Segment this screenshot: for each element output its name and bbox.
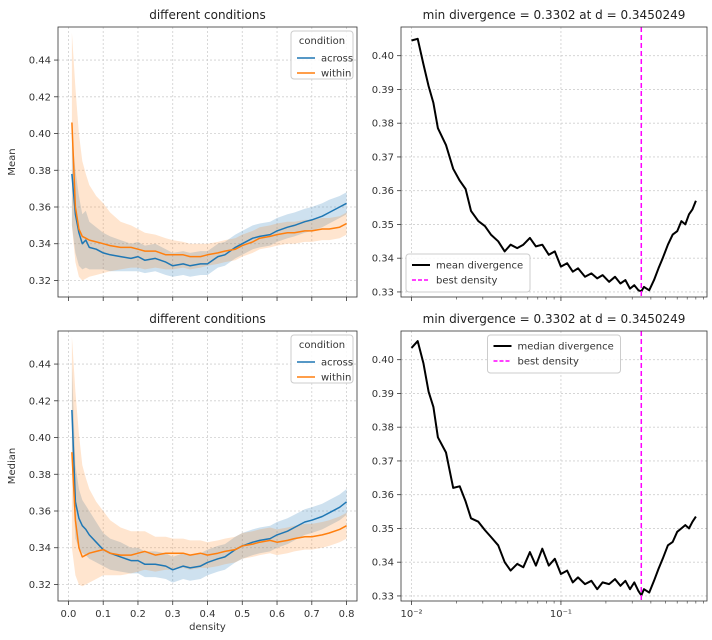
legend-label: across — [321, 54, 353, 65]
legend: condition across within — [290, 334, 354, 384]
y-tick-label: 0.34 — [29, 239, 51, 250]
legend-label: median divergence — [518, 342, 614, 353]
y-tick-label: 0.40 — [29, 433, 51, 444]
legend-label: within — [321, 373, 351, 384]
y-axis-label: Mean — [7, 148, 18, 175]
x-tick-label: 0.4 — [200, 609, 216, 620]
legend-box — [405, 253, 531, 293]
x-tick-label: 0.7 — [304, 609, 320, 620]
series-line-within — [71, 452, 347, 558]
confidence-band-within — [71, 336, 347, 587]
legend: median divergence best density — [487, 334, 621, 374]
y-tick-label: 0.40 — [372, 51, 394, 62]
y-tick-label: 0.34 — [29, 543, 51, 554]
y-tick-label: 0.37 — [372, 456, 394, 467]
x-tick-label: 0.3 — [165, 609, 181, 620]
chart-title: different conditions — [149, 8, 266, 22]
y-tick-label: 0.34 — [372, 558, 394, 569]
panel-top-right: 0.33 0.34 0.35 0.36 0.37 0.38 0.39 0.40 min dive… — [372, 8, 708, 301]
legend-box — [290, 30, 354, 80]
legend-title: condition — [299, 340, 345, 351]
series-line-within — [71, 122, 347, 258]
y-tick-label: 0.33 — [372, 591, 394, 602]
y-tick-label: 0.32 — [29, 580, 51, 591]
x-tick-label: 0.6 — [269, 609, 285, 620]
confidence-band-within — [71, 32, 347, 281]
y-tick-label: 0.33 — [372, 287, 394, 298]
legend-box — [487, 334, 621, 374]
y-tick-label: 0.40 — [372, 355, 394, 366]
chart-title: min divergence = 0.3302 at d = 0.3450249 — [423, 8, 686, 22]
y-tick-label: 0.38 — [372, 119, 394, 130]
series-line-across — [71, 173, 347, 267]
panel-bottom-right: 0.33 0.34 0.35 0.36 0.37 0.38 0.39 0.40 10⁻² 10⁻¹… — [372, 312, 708, 620]
chart-title: different conditions — [149, 312, 266, 326]
y-tick-label: 0.38 — [29, 166, 51, 177]
x-tick-label: 0.8 — [339, 609, 355, 620]
y-tick-label: 0.44 — [29, 360, 51, 371]
x-tick-label: 0.0 — [60, 609, 76, 620]
x-axis-label: density — [189, 622, 226, 633]
y-tick-label: 0.36 — [29, 507, 51, 518]
chart-title: min divergence = 0.3302 at d = 0.3450249 — [423, 312, 686, 326]
y-tick-label: 0.39 — [372, 389, 394, 400]
y-tick-label: 0.35 — [372, 524, 394, 535]
y-tick-label: 0.39 — [372, 85, 394, 96]
y-tick-label: 0.37 — [372, 152, 394, 163]
y-tick-label: 0.35 — [372, 220, 394, 231]
y-tick-label: 0.42 — [29, 92, 51, 103]
x-tick-label: 10⁻¹ — [550, 609, 572, 620]
x-tick-label: 10⁻² — [401, 609, 423, 620]
y-tick-label: 0.44 — [29, 56, 51, 67]
y-tick-label: 0.36 — [29, 203, 51, 214]
legend: condition across within — [290, 30, 354, 80]
confidence-band-across — [71, 133, 347, 277]
y-axis-label: Median — [7, 448, 18, 484]
y-tick-label: 0.34 — [372, 254, 394, 265]
legend: mean divergence best density — [405, 253, 531, 293]
series-line-across — [71, 409, 348, 571]
x-tick-label: 0.2 — [130, 609, 146, 620]
y-tick-label: 0.38 — [372, 423, 394, 434]
legend-box — [290, 334, 354, 384]
legend-title: condition — [299, 36, 345, 47]
y-tick-label: 0.42 — [29, 396, 51, 407]
legend-label: best density — [518, 357, 580, 368]
y-tick-label: 0.38 — [29, 470, 51, 481]
x-tick-label: 0.1 — [95, 609, 111, 620]
confidence-band-across — [71, 364, 347, 583]
y-tick-label: 0.36 — [372, 186, 394, 197]
x-tick-label: 0.5 — [234, 609, 250, 620]
legend-label: best density — [436, 276, 498, 287]
panel-bottom-left: 0.32 0.34 0.36 0.38 0.40 0.42 0.44 0.0 0.1 0.2 0.3… — [7, 312, 358, 633]
legend-label: across — [321, 358, 353, 369]
y-tick-label: 0.40 — [29, 129, 51, 140]
y-tick-label: 0.36 — [372, 490, 394, 501]
legend-label: mean divergence — [436, 261, 523, 272]
legend-label: within — [321, 69, 351, 80]
y-tick-label: 0.32 — [29, 276, 51, 287]
series-line-mean-divergence — [411, 37, 697, 293]
panel-top-left: 0.32 0.34 0.36 0.38 0.40 0.42 0.44 different co… — [7, 8, 358, 301]
series-line-median-divergence — [410, 340, 697, 597]
